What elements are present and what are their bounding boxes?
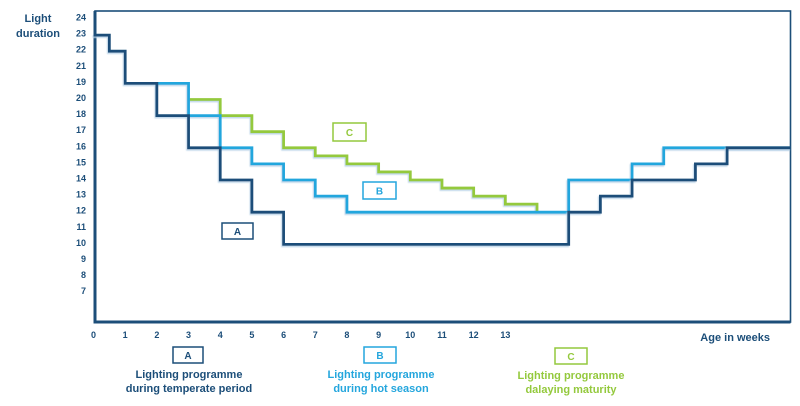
x-tick-9: 9 <box>376 330 381 340</box>
x-axis-title: Age in weeks <box>700 332 770 344</box>
legend-B-box <box>363 346 397 364</box>
inline-label-A: A <box>221 222 254 240</box>
x-tick-11: 11 <box>437 330 447 340</box>
x-tick-10: 10 <box>405 330 415 340</box>
y-tick-18: 18 <box>76 109 86 119</box>
series-line-C <box>188 98 539 213</box>
legend-B-letter: B <box>376 351 383 362</box>
legend-B-caption-line2: during hot season <box>333 383 429 395</box>
legend-C-letter: C <box>567 352 574 363</box>
inline-label-A-letter: A <box>234 227 241 238</box>
legend-item-B: B Lighting programme during hot season <box>328 346 435 395</box>
inline-label-B: B <box>362 181 397 200</box>
y-tick-20: 20 <box>76 93 86 103</box>
y-tick-8: 8 <box>81 270 86 280</box>
x-tick-1: 1 <box>123 330 128 340</box>
y-tick-15: 15 <box>76 157 86 167</box>
y-tick-21: 21 <box>76 61 86 71</box>
y-tick-7: 7 <box>81 286 86 296</box>
y-tick-19: 19 <box>76 77 86 87</box>
series-lines <box>93 33 791 246</box>
legend-A-box <box>172 346 204 364</box>
y-tick-24: 24 <box>76 13 86 23</box>
x-tick-5: 5 <box>249 330 254 340</box>
x-tick-8: 8 <box>344 330 349 340</box>
series-line-A <box>93 33 791 246</box>
y-tick-10: 10 <box>76 238 86 248</box>
x-tick-2: 2 <box>154 330 159 340</box>
plot-frame <box>93 10 792 324</box>
y-tick-16: 16 <box>76 141 86 151</box>
inline-label-C: C <box>332 122 367 142</box>
x-axis-ticks: 0 1 2 3 4 5 6 7 8 9 10 11 12 13 <box>91 330 510 340</box>
x-tick-7: 7 <box>313 330 318 340</box>
inline-label-A-box <box>221 222 254 240</box>
y-tick-12: 12 <box>76 206 86 216</box>
inline-label-B-box <box>362 181 397 200</box>
legend-item-A: A Lighting programme during temperate pe… <box>126 346 253 395</box>
inline-label-B-letter: B <box>376 187 383 198</box>
legend-item-C: C Lighting programme dalaying maturity <box>518 347 625 396</box>
y-tick-17: 17 <box>76 125 86 135</box>
y-tick-11: 11 <box>76 222 86 232</box>
y-tick-23: 23 <box>76 29 86 39</box>
y-axis-ticks: 24 23 22 21 19 20 18 17 16 15 14 13 12 11 10 9 8 7 <box>76 13 86 297</box>
x-tick-3: 3 <box>186 330 191 340</box>
x-tick-12: 12 <box>469 330 479 340</box>
inline-label-C-box <box>332 122 367 142</box>
legend-C-caption-line2: dalaying maturity <box>525 384 617 396</box>
legend-C-box <box>554 347 588 365</box>
x-tick-4: 4 <box>218 330 223 340</box>
legend-C-caption-line1: Lighting programme <box>518 370 625 382</box>
y-axis-title-line2: duration <box>16 28 60 40</box>
y-axis-title-line1: Light <box>25 13 52 25</box>
legend-B-caption-line1: Lighting programme <box>328 369 435 381</box>
legend-A-caption-line1: Lighting programme <box>136 369 243 381</box>
series-line-B <box>156 82 791 214</box>
y-tick-14: 14 <box>76 174 86 184</box>
x-tick-6: 6 <box>281 330 286 340</box>
x-tick-13: 13 <box>500 330 510 340</box>
legend: A Lighting programme during temperate pe… <box>126 346 625 396</box>
x-tick-0: 0 <box>91 330 96 340</box>
inline-label-C-letter: C <box>346 128 353 139</box>
legend-A-letter: A <box>184 351 191 362</box>
y-tick-9: 9 <box>81 254 86 264</box>
y-tick-13: 13 <box>76 190 86 200</box>
y-tick-22: 22 <box>76 45 86 55</box>
legend-A-caption-line2: during temperate period <box>126 383 253 395</box>
